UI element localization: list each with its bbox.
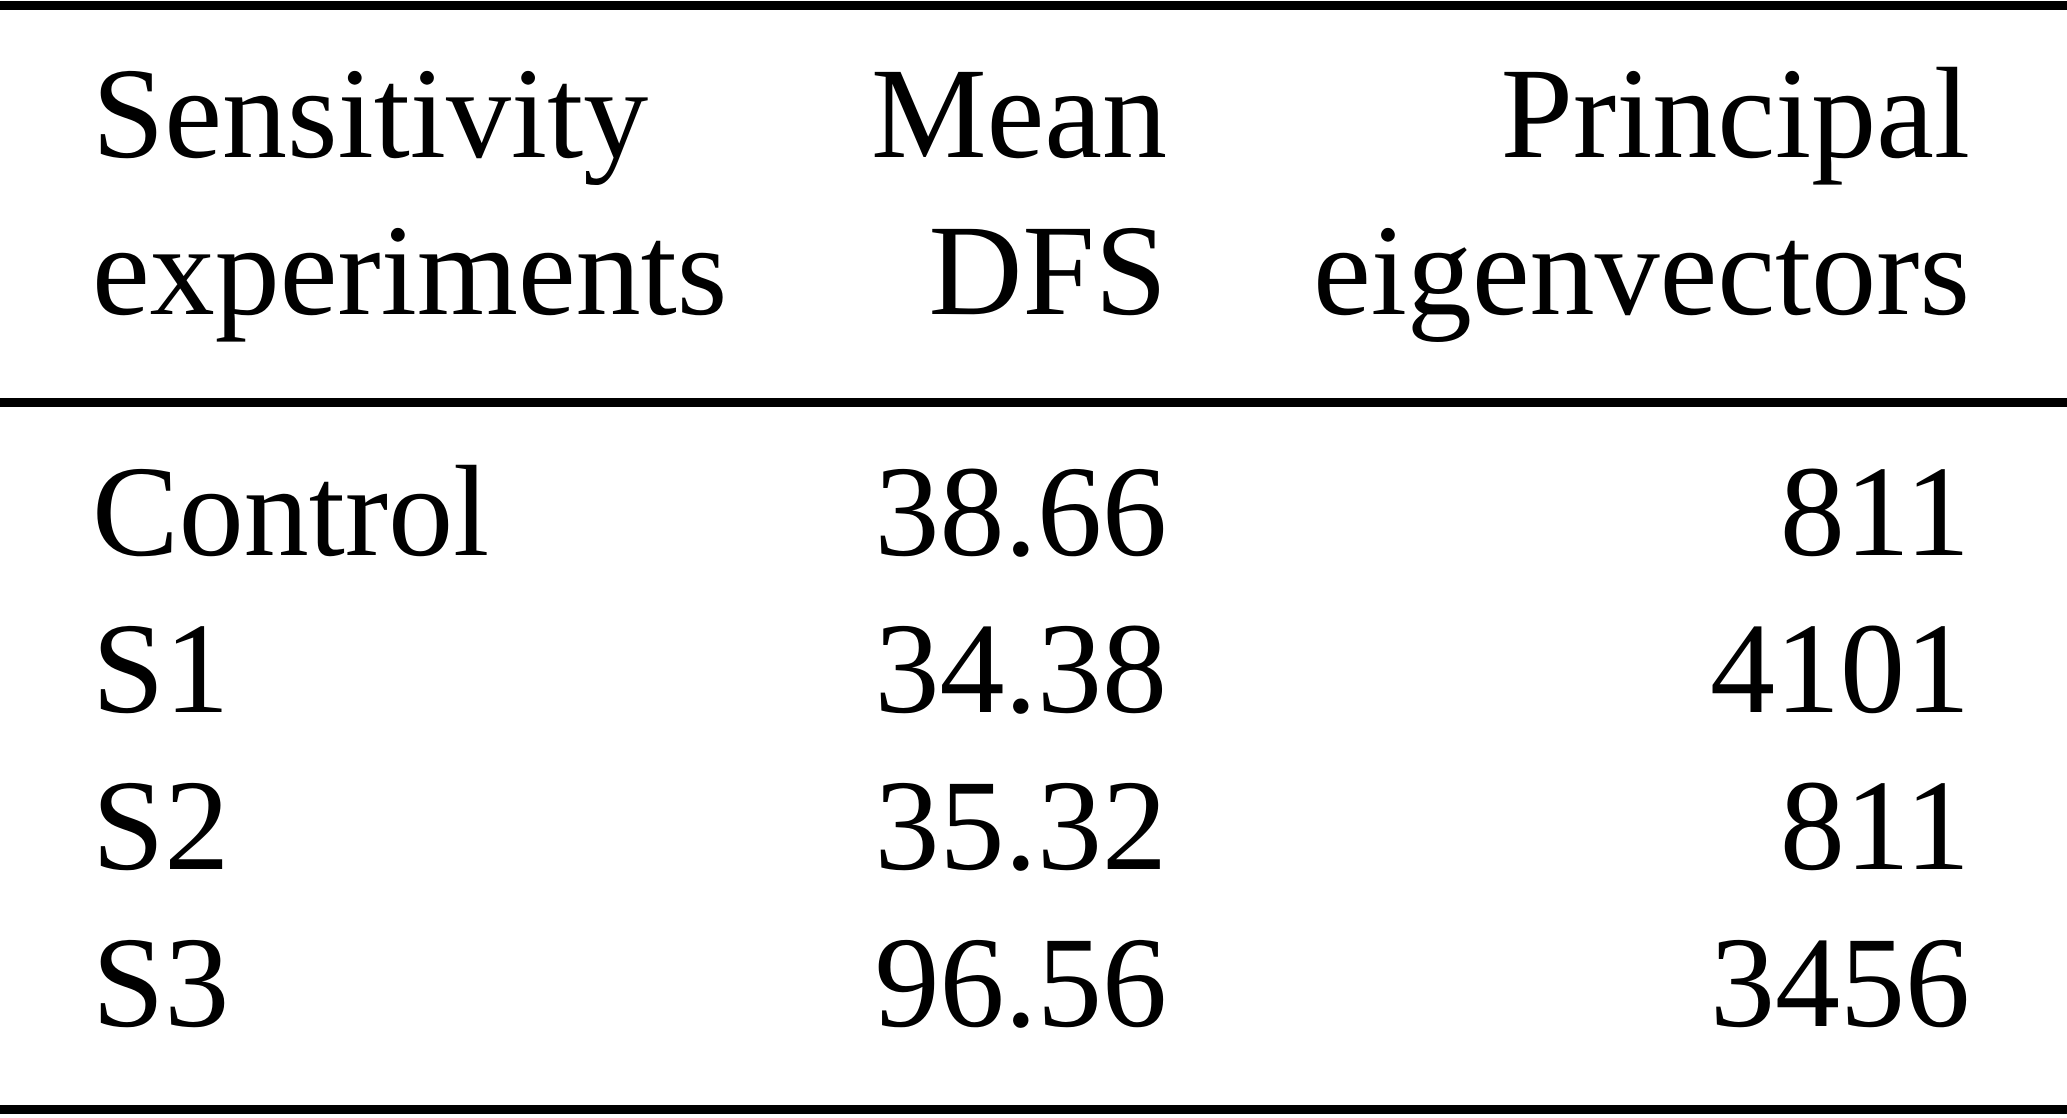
principal-eigenvectors-value: 4101: [1710, 597, 1970, 741]
header-col2-line1: Mean: [871, 42, 1167, 186]
table-row: Control 38.66 811: [0, 434, 2067, 591]
mean-dfs-value: 96.56: [874, 911, 1168, 1055]
header-col1-line1: Sensitivity: [92, 42, 649, 186]
header-col2-line2: DFS: [928, 199, 1167, 343]
header-col1-line2: experiments: [92, 199, 728, 343]
header-principal-eigenvectors: Principal eigenvectors: [1167, 36, 1970, 350]
principal-eigenvectors-value: 3456: [1710, 911, 1970, 1055]
mean-dfs-value: 35.32: [874, 754, 1168, 898]
experiment-label: S1: [92, 597, 230, 741]
table-bottom-rule: [0, 1105, 2067, 1114]
header-mean-dfs: Mean DFS: [792, 36, 1167, 350]
table-header: Sensitivity experiments Mean DFS Princip…: [0, 36, 2067, 350]
header-col3-line1: Principal: [1500, 42, 1970, 186]
table-row: S1 34.38 4101: [0, 591, 2067, 748]
principal-eigenvectors-value: 811: [1779, 754, 1970, 898]
table-body: Control 38.66 811 S1 34.38 4101 S2 35.32…: [0, 434, 2067, 1062]
table-mid-rule: [0, 398, 2067, 407]
table-row: S2 35.32 811: [0, 748, 2067, 905]
experiment-label: S2: [92, 754, 230, 898]
experiment-label: S3: [92, 911, 230, 1055]
header-col3-line2: eigenvectors: [1313, 199, 1970, 343]
mean-dfs-value: 34.38: [874, 597, 1168, 741]
experiment-label: Control: [92, 440, 490, 584]
table-top-rule: [0, 1, 2067, 10]
table-row: S3 96.56 3456: [0, 905, 2067, 1062]
header-sensitivity-experiments: Sensitivity experiments: [92, 36, 792, 350]
mean-dfs-value: 38.66: [874, 440, 1168, 584]
principal-eigenvectors-value: 811: [1779, 440, 1970, 584]
